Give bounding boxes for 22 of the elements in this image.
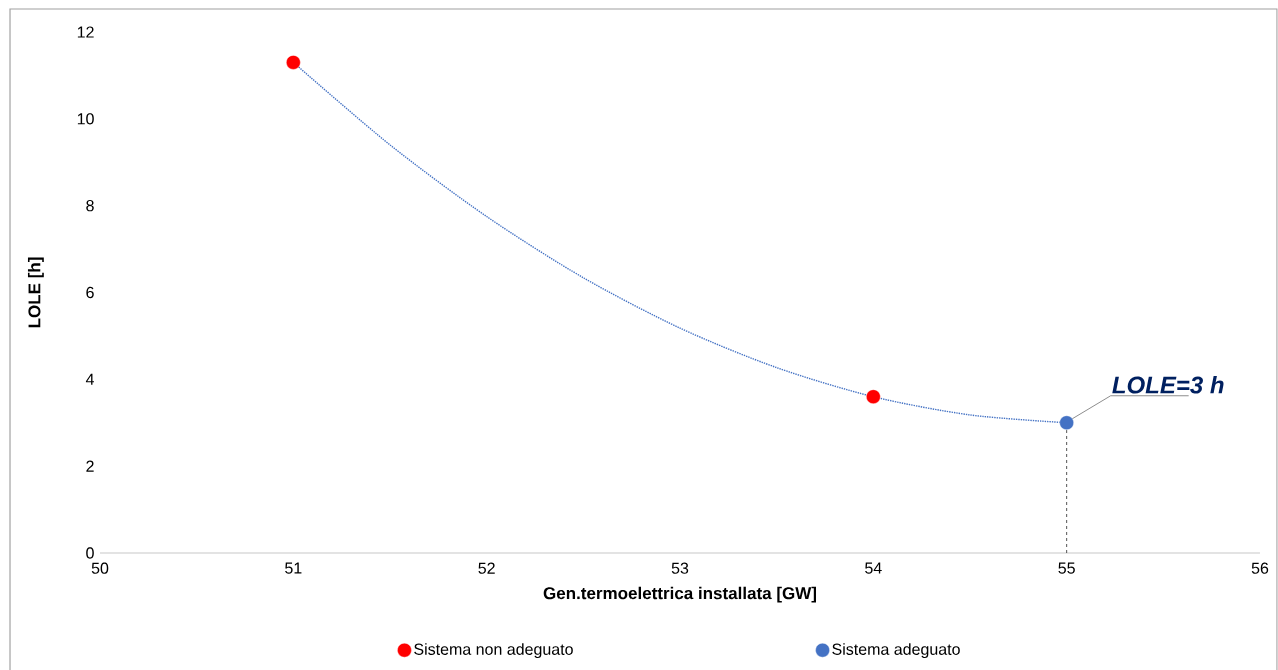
point — [866, 389, 881, 404]
y-tick-label: 10 — [77, 113, 94, 125]
legend-label: Sistema non adeguato — [414, 643, 573, 659]
x-tick-label: 50 — [91, 562, 109, 574]
legend-label: Sistema adeguato — [832, 643, 960, 659]
y-tick-label: 6 — [86, 286, 94, 299]
point — [1059, 415, 1074, 430]
y-tick-label: 12 — [77, 26, 94, 38]
y-tick-label: 4 — [85, 373, 94, 385]
point — [286, 55, 301, 70]
y-tick-label: 0 — [86, 547, 94, 559]
x-tick-label: 51 — [285, 562, 302, 574]
x-tick-label: 56 — [1251, 562, 1269, 574]
x-tick-label: 54 — [865, 562, 882, 574]
x-axis-title: Gen.termoelettrica installata [GW] — [543, 586, 816, 603]
y-tick-label: 2 — [86, 460, 94, 472]
x-tick-label: 53 — [671, 562, 689, 574]
annotation: LOLE=3 h — [1112, 375, 1224, 394]
y-tick-label: 8 — [86, 200, 94, 212]
x-tick-label: 55 — [1058, 562, 1075, 574]
y-axis-title: LOLE [h] — [27, 257, 44, 328]
x-tick-label: 52 — [478, 562, 495, 574]
